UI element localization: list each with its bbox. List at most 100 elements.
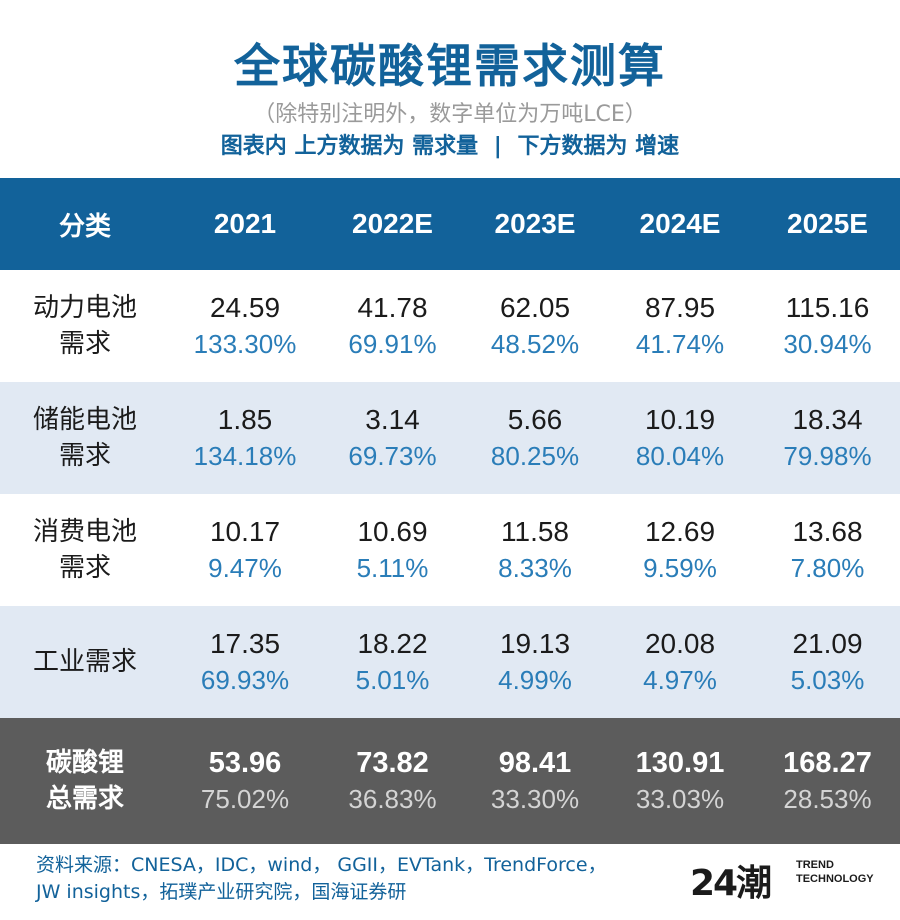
row-label-line: 动力电池 — [32, 293, 137, 323]
growth-rate: 7.80% — [790, 553, 865, 583]
row-label: 工业需求 — [0, 606, 170, 718]
data-cell: 10.17 9.47% — [170, 494, 320, 606]
demand-value: 98.41 — [498, 747, 572, 779]
legend-separator: | — [493, 134, 502, 159]
demand-value: 87.95 — [644, 292, 716, 323]
growth-rate: 28.53% — [783, 784, 872, 814]
legend-demand-note: 图表内 上方数据为 需求量 — [220, 134, 479, 159]
row-label-line: 储能电池 — [32, 405, 137, 435]
data-cell: 41.78 69.91% — [320, 270, 465, 382]
data-cell: 168.27 28.53% — [755, 718, 900, 844]
row-label: 碳酸锂 总需求 — [0, 718, 170, 844]
growth-rate: 5.03% — [790, 665, 865, 695]
source-line: JW insights，拓璞产业研究院，国海证券研 — [36, 881, 407, 903]
data-cell: 10.19 80.04% — [605, 382, 755, 494]
data-cell: 18.34 79.98% — [755, 382, 900, 494]
demand-value: 10.17 — [209, 516, 281, 547]
demand-value: 17.35 — [209, 628, 281, 659]
growth-rate: 5.01% — [355, 665, 430, 695]
logo-mark: 24潮 — [690, 863, 772, 904]
column-header: 2024E — [639, 208, 721, 239]
legend-note: 图表内 上方数据为 需求量 | 下方数据为 增速 — [0, 128, 900, 160]
data-cell: 20.08 4.97% — [605, 606, 755, 718]
growth-rate: 75.02% — [200, 784, 290, 814]
data-cell: 11.58 8.33% — [465, 494, 605, 606]
total-row: 碳酸锂 总需求 53.96 75.02% 73.82 36.83% 98.41 33.30% 1… — [0, 718, 900, 844]
header: 全球碳酸锂需求测算 （除特别注明外，数字单位为万吨LCE） 图表内 上方数据为 … — [0, 0, 900, 178]
growth-rate: 5.11% — [356, 553, 429, 583]
data-cell: 1.85 134.18% — [170, 382, 320, 494]
row-label-line: 工业需求 — [32, 647, 137, 677]
demand-value: 18.34 — [792, 404, 863, 435]
growth-rate: 80.25% — [490, 441, 580, 471]
row-label: 储能电池 需求 — [0, 382, 170, 494]
table-row: 动力电池需求 24.59 133.30% 41.78 69.91% 62.05 48.52%… — [0, 270, 900, 382]
demand-value: 12.69 — [644, 516, 716, 547]
logo-text-line: TECHNOLOGY — [796, 873, 874, 885]
data-cell: 18.22 5.01% — [320, 606, 465, 718]
demand-value: 10.69 — [357, 516, 428, 547]
table-row: 储能电池需求 1.85 134.18% 3.14 69.73% 5.66 80.25% 10.… — [0, 382, 900, 494]
demand-value: 18.22 — [357, 628, 428, 659]
demand-value: 3.14 — [365, 404, 420, 435]
data-cell: 98.41 33.30% — [465, 718, 605, 844]
data-cell: 19.13 4.99% — [465, 606, 605, 718]
growth-rate: 36.83% — [348, 784, 437, 814]
growth-rate: 134.18% — [193, 441, 297, 471]
growth-rate: 41.74% — [635, 329, 725, 359]
growth-rate: 4.99% — [498, 665, 572, 695]
demand-table: 分类 2021 2022E 2023E 2024E 2025E 动力电池需求 24… — [0, 178, 900, 844]
data-cell: 115.16 30.94% — [755, 270, 900, 382]
growth-rate: 4.97% — [643, 665, 717, 695]
data-cell: 10.69 5.11% — [320, 494, 465, 606]
data-cell: 17.35 69.93% — [170, 606, 320, 718]
demand-value: 1.85 — [217, 404, 273, 435]
footer: 资料来源：CNESA，IDC，wind， GGII，EVTank，TrendFo… — [0, 844, 900, 920]
row-label: 动力电池 需求 — [0, 270, 170, 382]
table-header-row: 分类 2021 2022E 2023E 2024E 2025E — [0, 178, 900, 270]
logo-text: TREND TECHNOLOGY — [796, 858, 874, 886]
demand-value: 11.58 — [501, 516, 569, 547]
data-cell: 130.91 33.03% — [605, 718, 755, 844]
growth-rate: 9.47% — [208, 553, 282, 583]
growth-rate: 79.98% — [783, 441, 872, 471]
demand-value: 19.13 — [499, 628, 571, 659]
legend-growth-note: 下方数据为 增速 — [517, 134, 680, 159]
demand-value: 130.91 — [635, 747, 725, 779]
column-header: 2023E — [494, 208, 576, 239]
growth-rate: 33.30% — [490, 784, 580, 814]
growth-rate: 133.30% — [193, 329, 297, 359]
demand-value: 115.16 — [785, 292, 870, 323]
data-cell: 21.09 5.03% — [755, 606, 900, 718]
row-label-line: 碳酸锂 — [45, 748, 124, 778]
growth-rate: 8.33% — [498, 553, 572, 583]
growth-rate: 80.04% — [635, 441, 725, 471]
row-label: 消费电池 需求 — [0, 494, 170, 606]
demand-value: 41.78 — [357, 292, 428, 323]
row-label-line: 需求 — [58, 441, 111, 471]
growth-rate: 30.94% — [783, 329, 872, 359]
data-cell: 53.96 75.02% — [170, 718, 320, 844]
brand-logo: 24潮 TREND TECHNOLOGY — [690, 854, 890, 904]
demand-value: 168.27 — [783, 747, 872, 779]
growth-rate: 48.52% — [490, 329, 580, 359]
demand-value: 24.59 — [209, 292, 281, 323]
data-cell: 12.69 9.59% — [605, 494, 755, 606]
column-header: 2022E — [352, 208, 433, 239]
growth-rate: 69.91% — [348, 329, 437, 359]
data-cell: 13.68 7.80% — [755, 494, 900, 606]
column-header: 2025E — [787, 208, 868, 239]
page-title: 全球碳酸锂需求测算 — [234, 39, 666, 93]
data-cell: 3.14 69.73% — [320, 382, 465, 494]
data-cell: 73.82 36.83% — [320, 718, 465, 844]
demand-value: 5.66 — [507, 404, 563, 435]
data-cell: 5.66 80.25% — [465, 382, 605, 494]
demand-value: 62.05 — [499, 292, 571, 323]
row-label-line: 需求 — [58, 329, 111, 359]
unit-note: （除特别注明外，数字单位为万吨LCE） — [253, 102, 647, 127]
column-header: 2021 — [213, 208, 277, 239]
column-header: 分类 — [58, 210, 111, 241]
row-label-line: 总需求 — [45, 784, 124, 814]
row-label-line: 需求 — [58, 553, 111, 583]
table-row: 工业需求 17.35 69.93% 18.22 5.01% 19.13 4.99% 20.08… — [0, 606, 900, 718]
